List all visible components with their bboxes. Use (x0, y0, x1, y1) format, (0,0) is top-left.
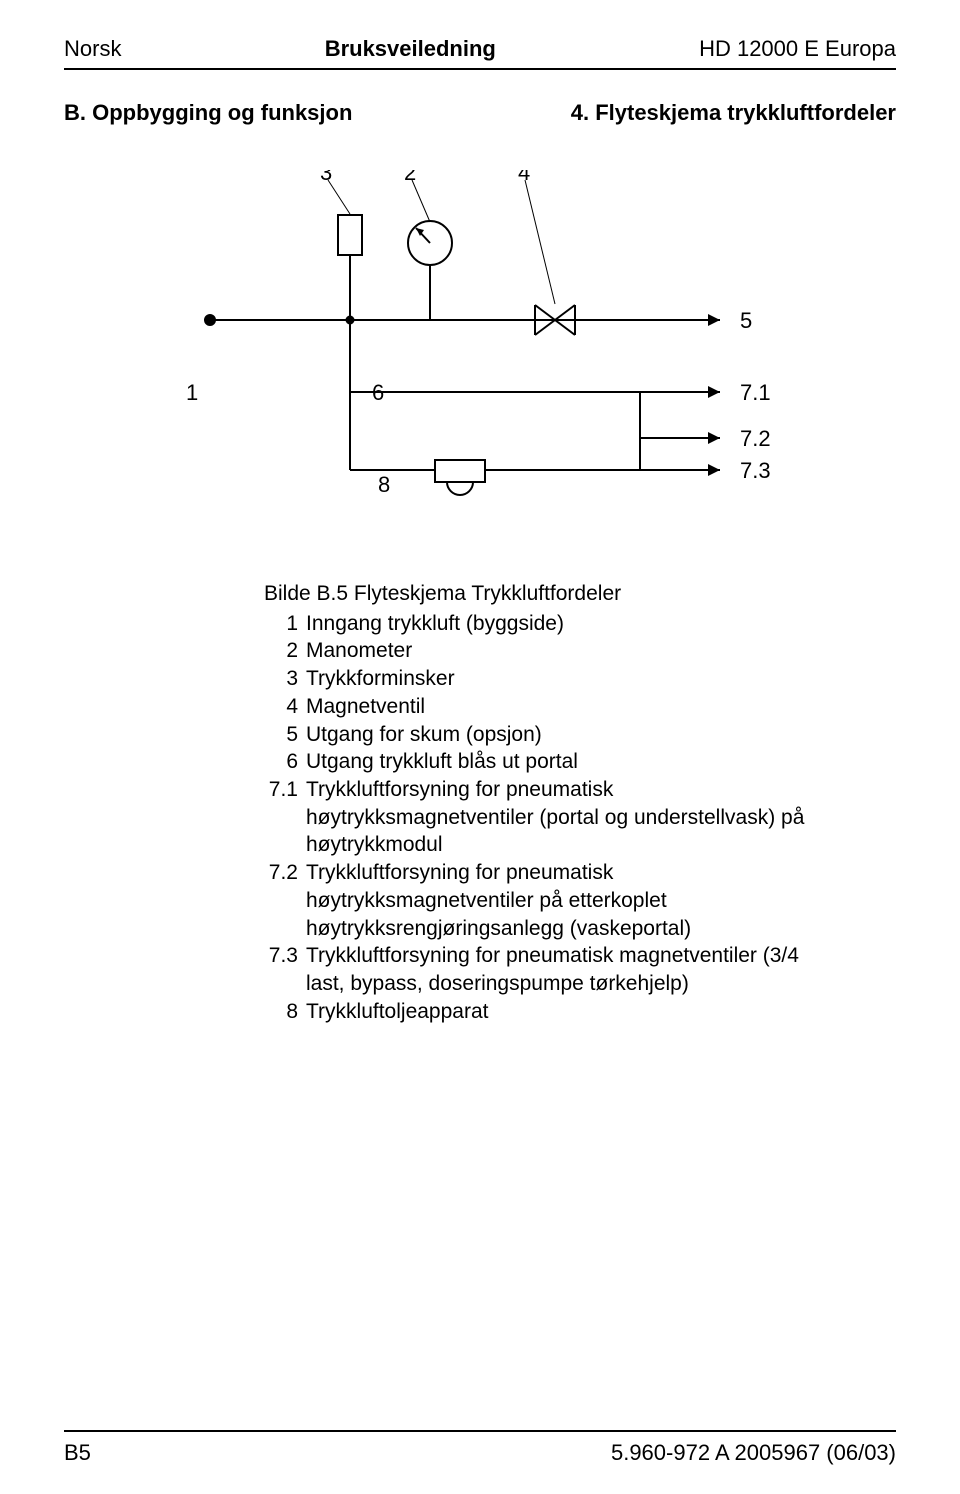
legend-item-number: 4 (264, 693, 306, 721)
legend-item: 7.1Trykkluftforsyning for pneumatisk høy… (264, 776, 824, 859)
legend-title: Bilde B.5 Flyteskjema Trykkluftfordeler (264, 580, 824, 608)
pneumatic-flow-diagram: 1 2 3 4 5 6 7.1 7.2 7.3 8 (180, 170, 800, 550)
legend-item-number: 8 (264, 998, 306, 1026)
diagram-label-2: 2 (404, 170, 416, 185)
section-right: 4. Flyteskjema trykkluftfordeler (571, 100, 896, 126)
legend-item-text: Trykkluftoljeapparat (306, 998, 824, 1026)
legend-item-text: Inngang trykkluft (byggside) (306, 610, 824, 638)
legend-item-text: Utgang trykkluft blås ut portal (306, 748, 824, 776)
diagram-label-6: 6 (372, 380, 384, 405)
legend-item: 7.2Trykkluftforsyning for pneumatisk høy… (264, 859, 824, 942)
legend-item-text: Manometer (306, 637, 824, 665)
legend-item: 6Utgang trykkluft blås ut portal (264, 748, 824, 776)
diagram-label-8: 8 (378, 472, 390, 497)
page-header: Norsk Bruksveiledning HD 12000 E Europa (64, 36, 896, 62)
legend-item-text: Trykkforminsker (306, 665, 824, 693)
diagram-label-4: 4 (518, 170, 530, 185)
footer-left: B5 (64, 1440, 91, 1466)
header-left: Norsk (64, 36, 121, 62)
footer-right: 5.960-972 A 2005967 (06/03) (611, 1440, 896, 1466)
header-right: HD 12000 E Europa (699, 36, 896, 62)
legend-block: Bilde B.5 Flyteskjema Trykkluftfordeler … (264, 580, 824, 1026)
diagram-label-7-3: 7.3 (740, 458, 771, 483)
diagram-label-5: 5 (740, 308, 752, 333)
legend-item-number: 6 (264, 748, 306, 776)
legend-item: 5Utgang for skum (opsjon) (264, 721, 824, 749)
legend-item-number: 1 (264, 610, 306, 638)
header-center: Bruksveiledning (325, 36, 496, 62)
diagram-label-1: 1 (186, 380, 198, 405)
legend-item-number: 3 (264, 665, 306, 693)
legend-item-number: 7.1 (264, 776, 306, 859)
header-rule (64, 68, 896, 70)
section-left: B. Oppbygging og funksjon (64, 100, 352, 126)
legend-item: 2Manometer (264, 637, 824, 665)
diagram-label-7-1: 7.1 (740, 380, 771, 405)
section-heading-row: B. Oppbygging og funksjon 4. Flyteskjema… (64, 100, 896, 126)
legend-item-text: Magnetventil (306, 693, 824, 721)
legend-item: 8Trykkluftoljeapparat (264, 998, 824, 1026)
legend-item-text: Trykkluftforsyning for pneumatisk høytry… (306, 859, 824, 942)
legend-item: 4Magnetventil (264, 693, 824, 721)
legend-item-text: Trykkluftforsyning for pneumatisk magnet… (306, 942, 824, 997)
legend-item: 1Inngang trykkluft (byggside) (264, 610, 824, 638)
diagram-label-3: 3 (320, 170, 332, 185)
legend-item-number: 7.3 (264, 942, 306, 997)
legend-item-number: 5 (264, 721, 306, 749)
legend-item: 3Trykkforminsker (264, 665, 824, 693)
diagram-label-7-2: 7.2 (740, 426, 771, 451)
legend-item-text: Utgang for skum (opsjon) (306, 721, 824, 749)
legend-item: 7.3Trykkluftforsyning for pneumatisk mag… (264, 942, 824, 997)
legend-item-number: 2 (264, 637, 306, 665)
legend-item-text: Trykkluftforsyning for pneumatisk høytry… (306, 776, 824, 859)
diagram-svg: 1 2 3 4 5 6 7.1 7.2 7.3 8 (180, 170, 800, 550)
page-footer: B5 5.960-972 A 2005967 (06/03) (64, 1440, 896, 1466)
legend-item-number: 7.2 (264, 859, 306, 942)
footer-rule (64, 1430, 896, 1432)
